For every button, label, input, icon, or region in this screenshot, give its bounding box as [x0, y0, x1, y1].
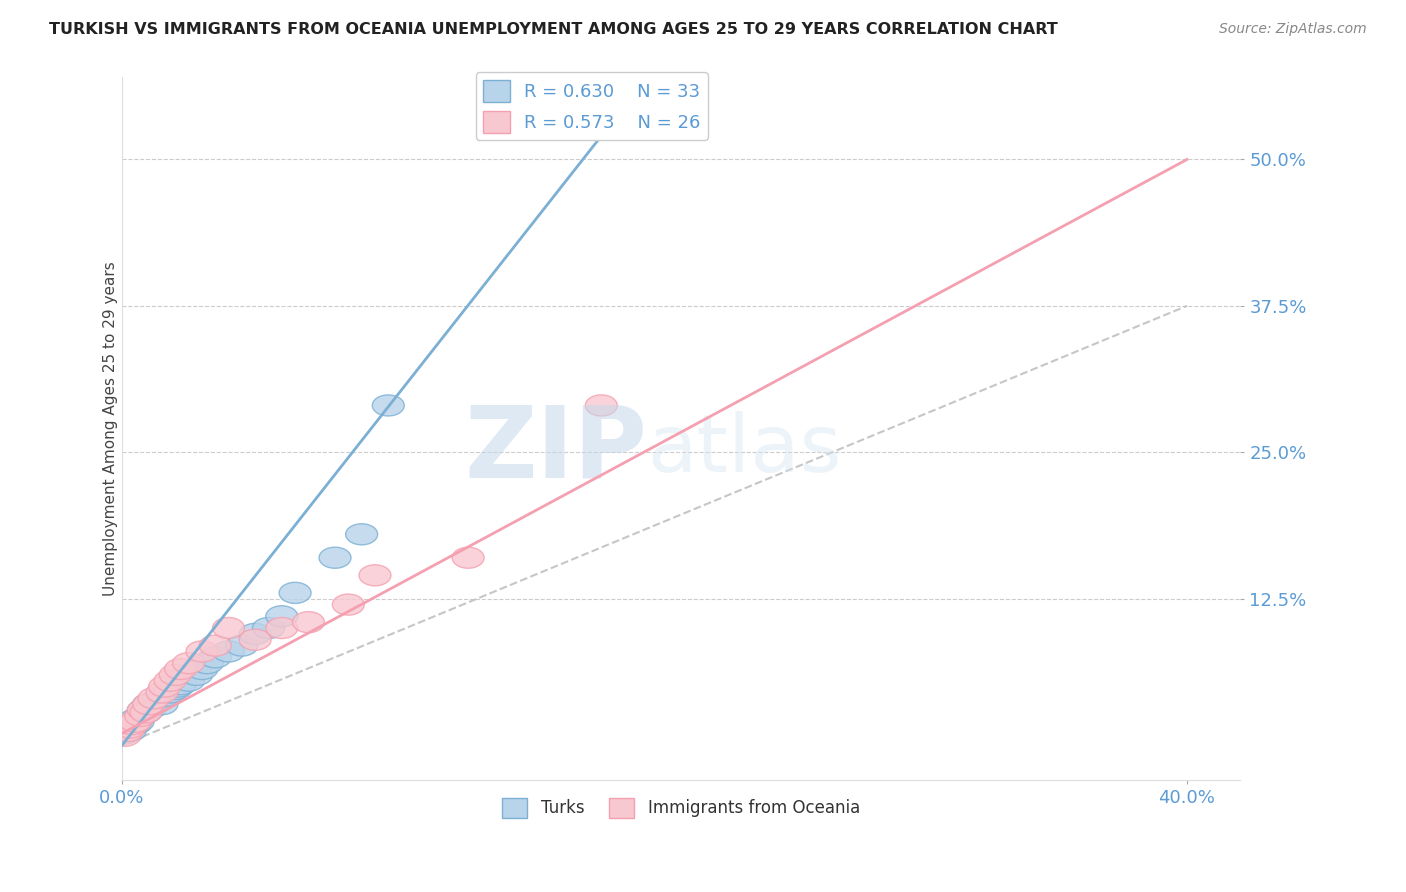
- Ellipse shape: [226, 635, 257, 657]
- Ellipse shape: [159, 679, 191, 699]
- Ellipse shape: [292, 612, 325, 632]
- Ellipse shape: [186, 640, 218, 662]
- Ellipse shape: [266, 606, 298, 627]
- Ellipse shape: [585, 395, 617, 416]
- Ellipse shape: [346, 524, 378, 545]
- Ellipse shape: [149, 676, 180, 698]
- Ellipse shape: [162, 676, 194, 698]
- Ellipse shape: [132, 694, 165, 714]
- Ellipse shape: [111, 717, 143, 738]
- Ellipse shape: [239, 624, 271, 644]
- Ellipse shape: [120, 711, 152, 732]
- Ellipse shape: [141, 690, 173, 711]
- Ellipse shape: [120, 714, 152, 735]
- Text: TURKISH VS IMMIGRANTS FROM OCEANIA UNEMPLOYMENT AMONG AGES 25 TO 29 YEARS CORREL: TURKISH VS IMMIGRANTS FROM OCEANIA UNEMP…: [49, 22, 1057, 37]
- Ellipse shape: [212, 617, 245, 639]
- Ellipse shape: [120, 709, 152, 730]
- Ellipse shape: [129, 702, 162, 723]
- Legend: Turks, Immigrants from Oceania: Turks, Immigrants from Oceania: [496, 791, 866, 825]
- Ellipse shape: [114, 721, 146, 741]
- Ellipse shape: [212, 640, 245, 662]
- Ellipse shape: [253, 617, 284, 639]
- Ellipse shape: [125, 706, 156, 726]
- Ellipse shape: [108, 723, 141, 744]
- Ellipse shape: [155, 681, 186, 703]
- Ellipse shape: [191, 653, 224, 673]
- Ellipse shape: [373, 395, 405, 416]
- Ellipse shape: [143, 688, 176, 709]
- Ellipse shape: [138, 688, 170, 709]
- Ellipse shape: [149, 685, 180, 706]
- Y-axis label: Unemployment Among Ages 25 to 29 years: Unemployment Among Ages 25 to 29 years: [104, 261, 118, 596]
- Text: ZIP: ZIP: [465, 401, 648, 499]
- Ellipse shape: [122, 711, 155, 732]
- Ellipse shape: [180, 665, 212, 685]
- Ellipse shape: [266, 617, 298, 639]
- Ellipse shape: [114, 717, 146, 738]
- Ellipse shape: [155, 670, 186, 691]
- Ellipse shape: [239, 629, 271, 650]
- Ellipse shape: [159, 665, 191, 685]
- Ellipse shape: [186, 658, 218, 680]
- Ellipse shape: [125, 706, 156, 726]
- Ellipse shape: [332, 594, 364, 615]
- Ellipse shape: [108, 725, 141, 747]
- Ellipse shape: [165, 658, 197, 680]
- Ellipse shape: [117, 714, 149, 735]
- Ellipse shape: [128, 699, 159, 721]
- Ellipse shape: [129, 702, 162, 723]
- Ellipse shape: [359, 565, 391, 586]
- Ellipse shape: [146, 681, 179, 703]
- Ellipse shape: [173, 670, 205, 691]
- Ellipse shape: [453, 547, 484, 568]
- Ellipse shape: [146, 694, 179, 714]
- Text: Source: ZipAtlas.com: Source: ZipAtlas.com: [1219, 22, 1367, 37]
- Ellipse shape: [135, 698, 167, 718]
- Ellipse shape: [200, 647, 231, 668]
- Ellipse shape: [280, 582, 311, 603]
- Text: atlas: atlas: [648, 411, 842, 489]
- Ellipse shape: [111, 721, 143, 741]
- Ellipse shape: [165, 673, 197, 695]
- Ellipse shape: [128, 699, 159, 721]
- Ellipse shape: [173, 653, 205, 673]
- Ellipse shape: [200, 635, 231, 657]
- Ellipse shape: [132, 694, 165, 714]
- Ellipse shape: [319, 547, 352, 568]
